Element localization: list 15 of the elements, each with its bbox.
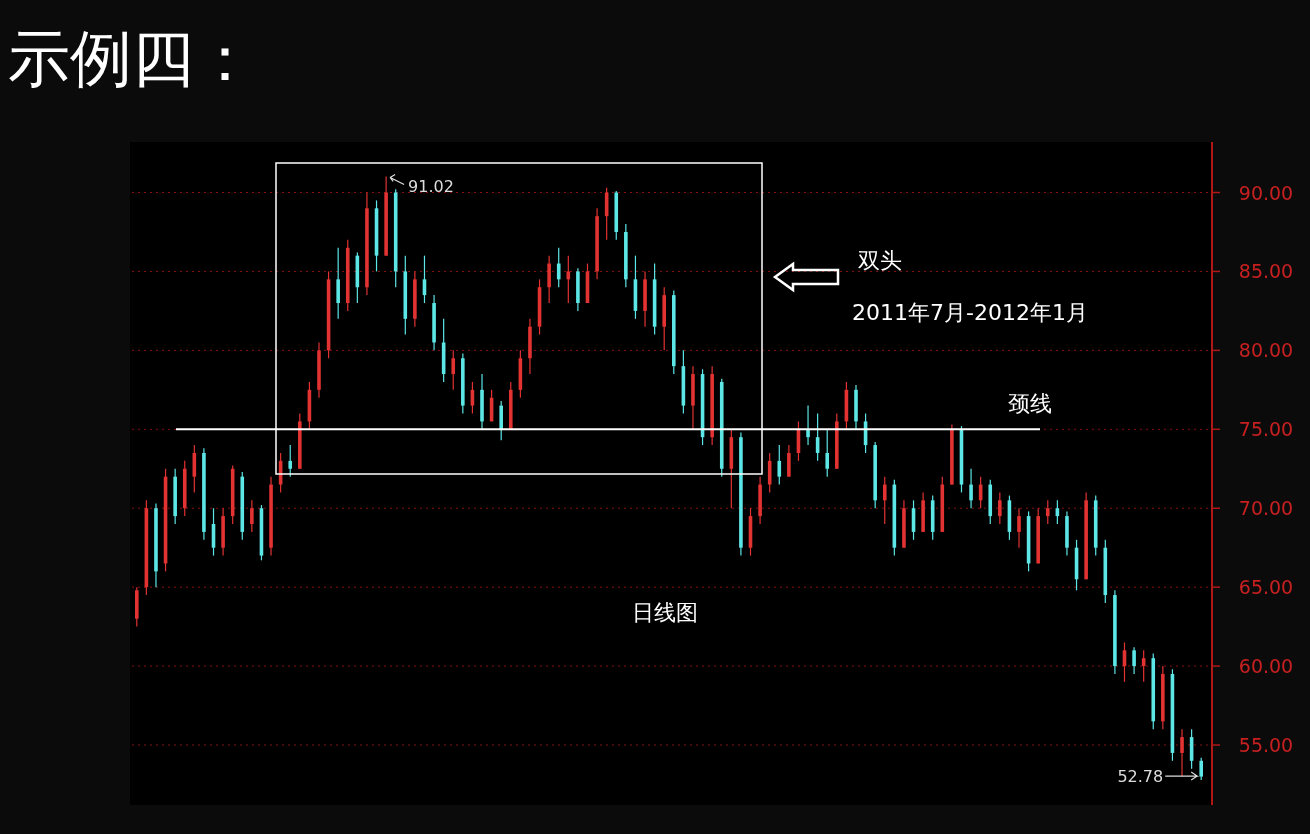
y-tick-label: 65.00	[1238, 576, 1294, 599]
annotation: 91.02	[408, 177, 454, 197]
y-tick-label: 60.00	[1238, 655, 1294, 678]
y-tick-label: 75.00	[1238, 418, 1294, 441]
annotation: 双头	[858, 248, 902, 273]
y-tick-label: 85.00	[1238, 260, 1294, 283]
chart-title: 示例四：	[8, 22, 256, 95]
annotation: 2011年7月-2012年1月	[852, 300, 1088, 325]
y-tick-label: 90.00	[1238, 181, 1294, 204]
y-tick-label: 55.00	[1238, 734, 1294, 757]
annotation: 52.78	[1117, 767, 1164, 787]
y-tick-label: 70.00	[1238, 497, 1294, 520]
ref-line-label: 颈线	[1008, 391, 1052, 417]
y-tick-label: 80.00	[1238, 339, 1294, 362]
annotation: 日线图	[632, 600, 698, 625]
